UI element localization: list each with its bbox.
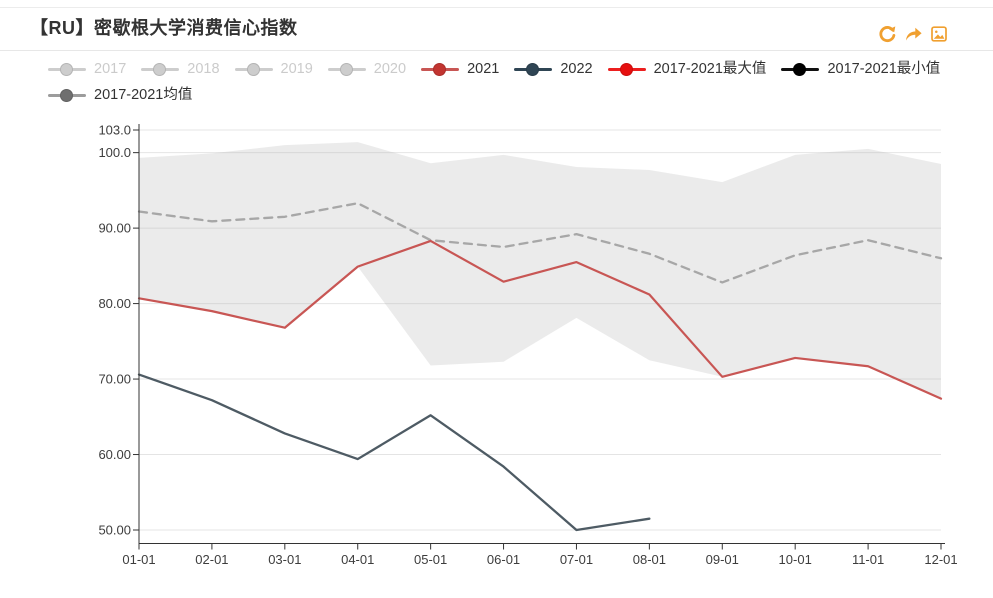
legend-marker-icon: [421, 62, 460, 76]
x-axis-label: 10-01: [779, 552, 812, 567]
save-image-icon[interactable]: [929, 24, 949, 44]
x-axis-label: 11-01: [852, 552, 884, 567]
legend-marker-icon: [234, 62, 273, 76]
page-title: 【RU】密歇根大学消费信心指数: [30, 18, 298, 38]
y-axis-label: 70.00: [98, 372, 131, 387]
legend-row: 2017-2021均值: [48, 82, 968, 108]
legend-marker-icon: [48, 62, 86, 76]
series-line-2022: [137, 373, 651, 532]
series-line-2021: [137, 239, 943, 400]
legend-item-label: 2020: [373, 61, 407, 77]
legend-marker-icon: [48, 88, 86, 102]
x-axis-label: 01-01: [122, 552, 155, 567]
legend-item-2018[interactable]: 2018: [141, 61, 220, 77]
legend-item-2017[interactable]: 2017: [48, 62, 126, 76]
y-axis-label: 100.0: [98, 145, 131, 160]
toolbox: [877, 24, 949, 44]
share-icon[interactable]: [903, 24, 923, 44]
legend-marker-icon: [141, 62, 180, 76]
header: 【RU】密歇根大学消费信心指数: [0, 8, 993, 50]
legend: 2017 2018 2019 2020 2021 2022 2017-2021最…: [48, 56, 968, 108]
legend-item-label: 2021: [467, 61, 500, 77]
x-axis-label: 06-01: [487, 552, 520, 567]
legend-item-label: 2017-2021最小值: [827, 61, 941, 77]
legend-row: 2017 2018 2019 2020 2021 2022 2017-2021最…: [48, 56, 968, 82]
series-line-2017-2021-: [137, 202, 943, 284]
x-axis-label: 07-01: [560, 552, 593, 567]
legend-item-2019[interactable]: 2019: [234, 61, 313, 77]
x-axis-label: 08-01: [633, 552, 666, 567]
y-axis-label: 90.00: [98, 221, 131, 236]
refresh-icon[interactable]: [877, 24, 897, 44]
legend-marker-icon: [781, 62, 820, 76]
legend-marker-icon: [514, 62, 553, 76]
legend-item-2017-2021-[interactable]: 2017-2021最小值: [781, 62, 940, 76]
x-axis-label: 09-01: [706, 552, 739, 567]
x-axis-label: 12-01: [924, 552, 957, 567]
legend-item-2017-2021-[interactable]: 2017-2021最大值: [607, 61, 767, 77]
legend-item-label: 2019: [280, 61, 313, 77]
legend-item-label: 2017: [94, 61, 127, 77]
y-axis-label: 80.00: [98, 296, 131, 311]
y-axis-label: 50.00: [98, 523, 131, 538]
legend-item-label: 2022: [560, 61, 593, 77]
top-divider: [0, 7, 993, 8]
x-axis-label: 05-01: [414, 552, 447, 567]
y-axis-label: 103.0: [98, 123, 131, 138]
legend-marker-icon: [327, 62, 366, 76]
legend-marker-icon: [607, 62, 646, 76]
legend-item-2017-2021-[interactable]: 2017-2021均值: [48, 88, 192, 102]
legend-item-label: 2018: [187, 61, 220, 77]
x-axis-label: 04-01: [341, 552, 374, 567]
x-axis-label: 03-01: [268, 552, 301, 567]
header-divider: [0, 50, 993, 51]
legend-item-2021[interactable]: 2021: [421, 62, 499, 76]
legend-item-label: 2017-2021均值: [94, 87, 193, 103]
legend-item-2022[interactable]: 2022: [514, 61, 593, 77]
legend-item-label: 2017-2021最大值: [653, 61, 767, 77]
legend-item-2020[interactable]: 2020: [327, 61, 407, 77]
x-axis-label: 02-01: [195, 552, 228, 567]
y-axis-label: 60.00: [98, 447, 131, 462]
